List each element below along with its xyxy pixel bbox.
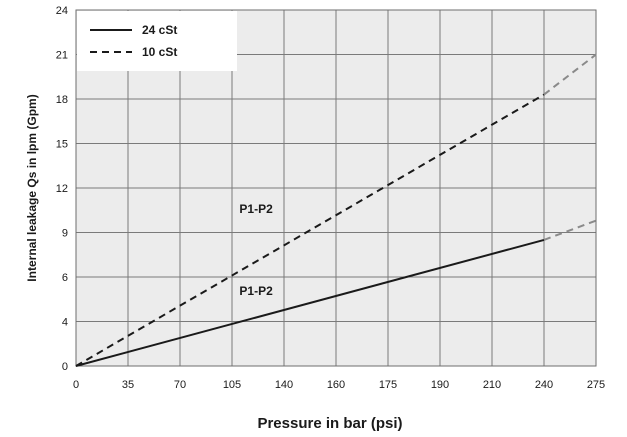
y-axis-title: Internal leakage Qs in lpm (Gpm) [25,94,39,281]
y-tick-label: 21 [56,50,68,62]
x-axis-title: Pressure in bar (psi) [257,415,402,432]
y-tick-label: 15 [56,139,68,151]
x-tick-label: 160 [327,379,345,391]
annotations: P1-P2 P1-P2 [239,202,273,298]
legend-box [77,11,237,71]
x-tick-label: 210 [483,379,501,391]
y-tick-label: 12 [56,183,68,195]
x-tick-label: 0 [73,379,79,391]
y-tick-label: 18 [56,94,68,106]
annotation-label: P1-P2 [239,284,273,298]
legend: 24 cSt 10 cSt [77,11,237,71]
y-tick-label: 24 [56,5,68,17]
x-tick-label: 70 [174,379,186,391]
y-tick-label: 4 [62,317,68,329]
x-tick-label: 190 [431,379,449,391]
x-tick-label: 105 [223,379,241,391]
x-tick-label: 240 [535,379,553,391]
y-tick-label: 6 [62,272,68,284]
y-tick-label: 9 [62,228,68,240]
plot-border [75,9,597,367]
annotation-label: P1-P2 [239,202,273,216]
series-extrapolation-1 [543,53,597,96]
series-extrapolation-0 [543,219,597,241]
tick-labels: 0 35 70 105 140 160 175 190 210 240 275 0 4 6 9 12 15 18 2… [56,5,605,391]
series-line-1 [75,93,545,367]
legend-label-10cst: 10 cSt [142,45,177,59]
x-tick-label: 140 [275,379,293,391]
x-tick-label: 175 [379,379,397,391]
x-tick-label: 35 [122,379,134,391]
y-tick-label: 0 [62,361,68,373]
series-layer [75,53,597,367]
series-line-0 [75,238,545,367]
legend-label-24cst: 24 cSt [142,23,177,37]
x-tick-label: 275 [587,379,605,391]
